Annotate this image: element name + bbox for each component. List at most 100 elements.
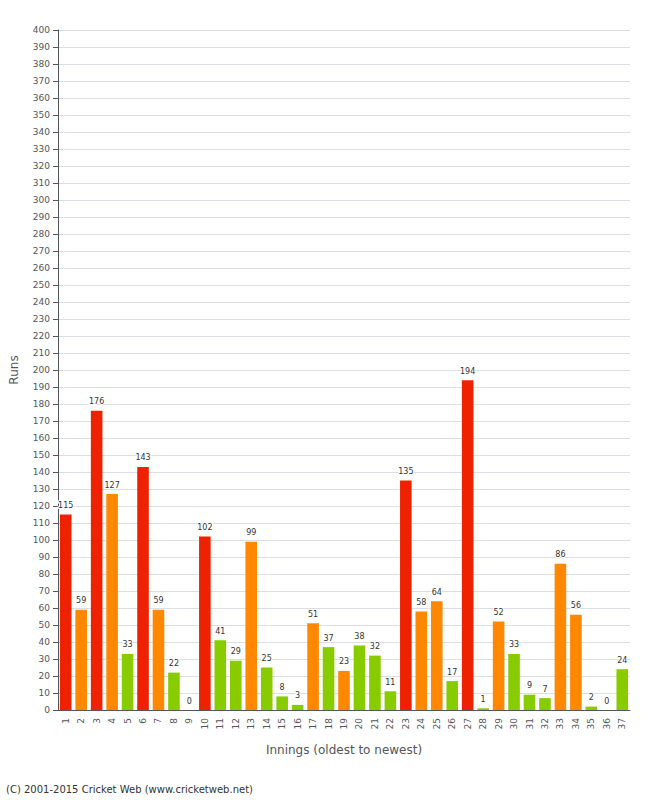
- svg-text:200: 200: [33, 365, 50, 375]
- svg-text:194: 194: [460, 367, 475, 376]
- svg-text:360: 360: [33, 93, 50, 103]
- svg-text:260: 260: [33, 263, 50, 273]
- svg-text:18: 18: [324, 718, 334, 730]
- svg-text:(C) 2001-2015 Cricket Web (www: (C) 2001-2015 Cricket Web (www.cricketwe…: [6, 784, 253, 795]
- svg-text:2: 2: [76, 718, 86, 724]
- svg-text:23: 23: [339, 657, 349, 666]
- svg-text:52: 52: [494, 608, 504, 617]
- svg-text:310: 310: [33, 178, 50, 188]
- svg-text:12: 12: [231, 718, 241, 729]
- svg-text:35: 35: [586, 718, 596, 729]
- svg-text:33: 33: [122, 640, 132, 649]
- svg-text:37: 37: [323, 634, 333, 643]
- svg-text:37: 37: [617, 718, 627, 729]
- svg-text:0: 0: [44, 705, 50, 715]
- svg-text:176: 176: [89, 397, 104, 406]
- svg-text:28: 28: [478, 718, 488, 730]
- svg-text:400: 400: [33, 25, 50, 35]
- svg-text:3: 3: [295, 691, 300, 700]
- svg-text:290: 290: [33, 212, 50, 222]
- svg-text:25: 25: [262, 654, 272, 663]
- svg-text:19: 19: [339, 718, 349, 730]
- svg-text:160: 160: [33, 433, 50, 443]
- svg-text:300: 300: [33, 195, 50, 205]
- svg-text:250: 250: [33, 280, 50, 290]
- svg-text:60: 60: [39, 603, 51, 613]
- svg-text:220: 220: [33, 331, 50, 341]
- svg-text:1: 1: [481, 695, 486, 704]
- svg-text:370: 370: [33, 76, 50, 86]
- svg-text:320: 320: [33, 161, 50, 171]
- svg-text:7: 7: [153, 718, 163, 724]
- svg-text:350: 350: [33, 110, 50, 120]
- svg-text:59: 59: [153, 596, 163, 605]
- svg-text:0: 0: [187, 697, 192, 706]
- svg-text:8: 8: [280, 683, 285, 692]
- svg-text:41: 41: [215, 627, 225, 636]
- svg-text:390: 390: [33, 42, 50, 52]
- svg-text:10: 10: [200, 718, 210, 730]
- svg-text:20: 20: [354, 718, 364, 730]
- svg-text:17: 17: [447, 668, 457, 677]
- svg-text:10: 10: [39, 688, 51, 698]
- svg-text:31: 31: [525, 718, 535, 729]
- svg-text:20: 20: [39, 671, 51, 681]
- svg-text:90: 90: [39, 552, 51, 562]
- svg-text:9: 9: [184, 718, 194, 724]
- svg-text:16: 16: [293, 718, 303, 730]
- svg-text:110: 110: [33, 518, 50, 528]
- svg-text:24: 24: [416, 718, 426, 730]
- svg-text:30: 30: [509, 718, 519, 730]
- svg-text:51: 51: [308, 610, 318, 619]
- svg-text:6: 6: [138, 718, 148, 724]
- svg-text:102: 102: [197, 523, 212, 532]
- svg-text:80: 80: [39, 569, 51, 579]
- svg-text:11: 11: [215, 718, 225, 729]
- svg-text:120: 120: [33, 501, 50, 511]
- svg-text:13: 13: [246, 718, 256, 729]
- svg-text:143: 143: [135, 453, 150, 462]
- svg-text:33: 33: [509, 640, 519, 649]
- svg-text:340: 340: [33, 127, 50, 137]
- svg-text:210: 210: [33, 348, 50, 358]
- svg-text:100: 100: [33, 535, 50, 545]
- svg-text:127: 127: [104, 481, 119, 490]
- svg-text:240: 240: [33, 297, 50, 307]
- svg-text:70: 70: [39, 586, 51, 596]
- svg-text:330: 330: [33, 144, 50, 154]
- svg-text:Runs: Runs: [7, 355, 21, 384]
- svg-text:280: 280: [33, 229, 50, 239]
- svg-text:8: 8: [169, 718, 179, 724]
- svg-text:30: 30: [39, 654, 51, 664]
- svg-text:130: 130: [33, 484, 50, 494]
- svg-text:1: 1: [61, 718, 71, 724]
- svg-text:32: 32: [540, 718, 550, 729]
- svg-text:99: 99: [246, 528, 256, 537]
- svg-text:58: 58: [416, 598, 426, 607]
- svg-text:270: 270: [33, 246, 50, 256]
- svg-text:230: 230: [33, 314, 50, 324]
- svg-text:34: 34: [571, 718, 581, 730]
- svg-text:56: 56: [571, 601, 581, 610]
- svg-text:150: 150: [33, 450, 50, 460]
- svg-text:64: 64: [432, 588, 442, 597]
- svg-text:59: 59: [76, 596, 86, 605]
- svg-text:38: 38: [354, 632, 364, 641]
- svg-text:23: 23: [401, 718, 411, 729]
- svg-text:24: 24: [617, 656, 627, 665]
- svg-text:36: 36: [602, 718, 612, 730]
- svg-text:33: 33: [555, 718, 565, 729]
- svg-text:15: 15: [277, 718, 287, 729]
- svg-text:135: 135: [398, 467, 413, 476]
- svg-text:40: 40: [39, 637, 51, 647]
- svg-text:29: 29: [494, 718, 504, 730]
- svg-text:11: 11: [385, 678, 395, 687]
- svg-text:180: 180: [33, 399, 50, 409]
- svg-text:190: 190: [33, 382, 50, 392]
- svg-text:14: 14: [262, 718, 272, 730]
- svg-text:380: 380: [33, 59, 50, 69]
- svg-text:115: 115: [58, 501, 73, 510]
- svg-text:170: 170: [33, 416, 50, 426]
- svg-text:2: 2: [589, 693, 594, 702]
- svg-text:27: 27: [463, 718, 473, 729]
